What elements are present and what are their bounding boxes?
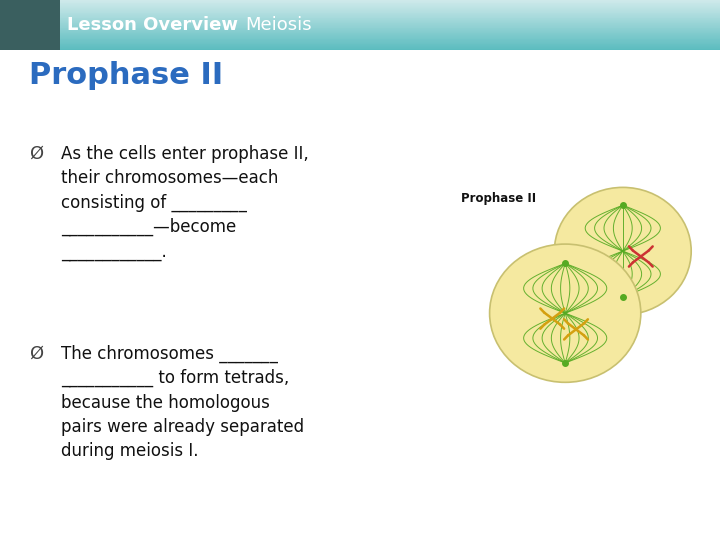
Bar bbox=[0, 37, 720, 38]
Bar bbox=[0, 42, 720, 43]
Bar bbox=[0, 14, 720, 15]
Bar bbox=[0, 15, 720, 16]
Bar bbox=[0, 8, 720, 9]
Text: Lesson Overview: Lesson Overview bbox=[67, 16, 238, 34]
Bar bbox=[0, 49, 720, 50]
Bar bbox=[0, 6, 720, 8]
Bar bbox=[0, 18, 720, 19]
Bar bbox=[0, 38, 720, 39]
Bar bbox=[0, 16, 720, 17]
Bar bbox=[0, 5, 720, 6]
Bar bbox=[0, 25, 720, 26]
Text: The chromosomes _______
___________ to form tetrads,
because the homologous
pair: The chromosomes _______ ___________ to f… bbox=[61, 345, 305, 460]
Bar bbox=[0, 9, 720, 10]
Bar bbox=[0, 27, 720, 28]
Bar bbox=[0, 22, 720, 23]
Bar bbox=[0, 23, 720, 24]
Bar bbox=[0, 12, 720, 14]
Bar bbox=[0, 31, 720, 32]
Text: As the cells enter prophase II,
their chromosomes—each
consisting of _________
_: As the cells enter prophase II, their ch… bbox=[61, 145, 309, 261]
Bar bbox=[0, 24, 720, 25]
Bar bbox=[0, 17, 720, 18]
Text: Ø: Ø bbox=[29, 145, 43, 163]
Bar bbox=[0, 11, 720, 12]
Bar bbox=[0, 36, 720, 37]
Bar bbox=[0, 40, 720, 41]
Bar bbox=[0, 20, 720, 21]
Bar bbox=[0, 10, 720, 11]
Bar bbox=[0, 48, 720, 49]
Bar bbox=[0, 45, 720, 46]
Bar bbox=[0, 28, 720, 29]
Ellipse shape bbox=[490, 244, 641, 382]
Bar bbox=[0, 4, 720, 5]
Bar bbox=[0, 19, 720, 20]
Bar bbox=[0, 43, 720, 44]
Text: Ø: Ø bbox=[29, 345, 43, 362]
Text: Meiosis: Meiosis bbox=[245, 16, 312, 34]
Bar bbox=[0, 33, 720, 35]
Bar bbox=[0, 1, 720, 2]
Bar bbox=[0, 2, 720, 3]
Bar bbox=[0, 41, 720, 42]
Bar bbox=[0, 26, 720, 27]
FancyBboxPatch shape bbox=[0, 50, 720, 540]
Bar bbox=[0, 39, 720, 40]
Bar bbox=[0, 0, 720, 1]
Text: Prophase II: Prophase II bbox=[461, 192, 536, 205]
Bar bbox=[0, 47, 720, 48]
Bar bbox=[0, 21, 720, 22]
FancyBboxPatch shape bbox=[0, 0, 60, 50]
Ellipse shape bbox=[554, 187, 691, 315]
Bar bbox=[0, 3, 720, 4]
Bar bbox=[0, 32, 720, 33]
Bar bbox=[0, 29, 720, 30]
Text: Prophase II: Prophase II bbox=[29, 61, 223, 90]
Bar bbox=[0, 30, 720, 31]
Bar bbox=[0, 46, 720, 47]
Bar bbox=[0, 44, 720, 45]
Bar bbox=[0, 35, 720, 36]
